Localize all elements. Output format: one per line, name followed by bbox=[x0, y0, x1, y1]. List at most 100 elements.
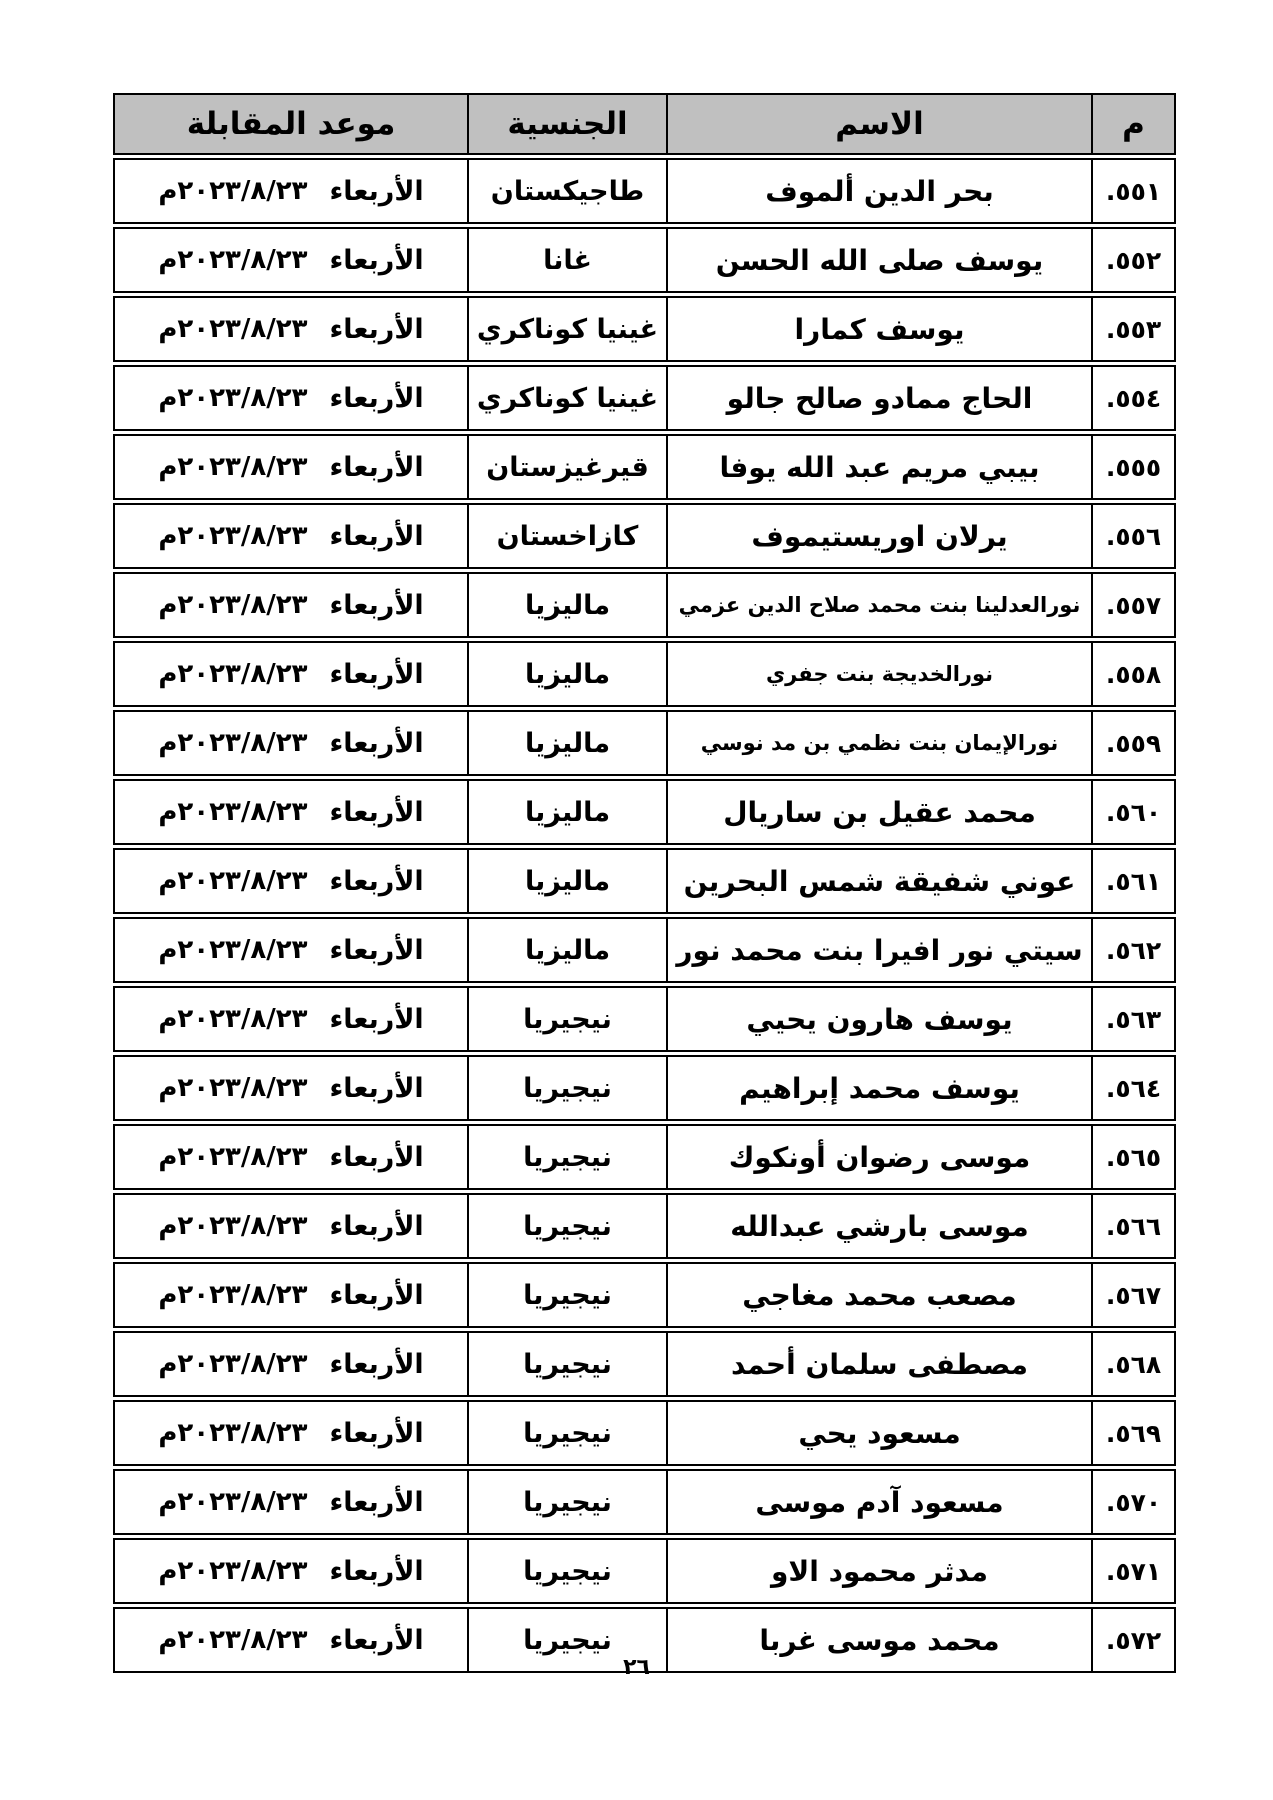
table-row: ٥٥٢. يوسف صلى الله الحسن غانا الأربعاء ٢… bbox=[113, 227, 1176, 293]
applicant-name-cell: محمد عقيل بن ساريال bbox=[668, 779, 1093, 845]
applicant-name-cell: عوني شفيقة شمس البحرين bbox=[668, 848, 1093, 914]
nationality-cell: غانا bbox=[469, 227, 668, 293]
weekday-label: الأربعاء bbox=[329, 520, 424, 552]
weekday-label: الأربعاء bbox=[329, 1417, 424, 1449]
date-value: ٢٠٢٣/٨/٢٣م bbox=[158, 935, 308, 965]
weekday-label: الأربعاء bbox=[329, 589, 424, 621]
nationality-cell: نيجيريا bbox=[469, 1331, 668, 1397]
nationality-cell: ماليزيا bbox=[469, 572, 668, 638]
interview-date-cell: الأربعاء ٢٠٢٣/٨/٢٣م bbox=[113, 227, 469, 293]
applicant-name-cell: يرلان اوريستيموف bbox=[668, 503, 1093, 569]
table-row: ٥٦٥. موسى رضوان أونكوك نيجيريا الأربعاء … bbox=[113, 1124, 1176, 1190]
interview-schedule-table: م الاسم الجنسية موعد المقابلة ٥٥١. بحر ا… bbox=[113, 90, 1176, 1676]
interview-date-cell: الأربعاء ٢٠٢٣/٨/٢٣م bbox=[113, 779, 469, 845]
weekday-label: الأربعاء bbox=[329, 934, 424, 966]
row-number-cell: ٥٥٤. bbox=[1093, 365, 1176, 431]
table-row: ٥٦٦. موسى بارشي عبدالله نيجيريا الأربعاء… bbox=[113, 1193, 1176, 1259]
interview-date-text: الأربعاء ٢٠٢٣/٨/٢٣م bbox=[121, 245, 461, 276]
interview-date-cell: الأربعاء ٢٠٢٣/٨/٢٣م bbox=[113, 1607, 469, 1673]
interview-date-text: الأربعاء ٢٠٢٣/٨/٢٣م bbox=[121, 797, 461, 828]
row-number-cell: ٥٦٧. bbox=[1093, 1262, 1176, 1328]
nationality-cell: نيجيريا bbox=[469, 1262, 668, 1328]
row-number-cell: ٥٥٢. bbox=[1093, 227, 1176, 293]
table-row: ٥٥٤. الحاج ممادو صالح جالو غينيا كوناكري… bbox=[113, 365, 1176, 431]
date-value: ٢٠٢٣/٨/٢٣م bbox=[158, 1625, 308, 1655]
date-value: ٢٠٢٣/٨/٢٣م bbox=[158, 1073, 308, 1103]
row-number-cell: ٥٦٤. bbox=[1093, 1055, 1176, 1121]
date-value: ٢٠٢٣/٨/٢٣م bbox=[158, 521, 308, 551]
weekday-label: الأربعاء bbox=[329, 1624, 424, 1656]
nationality-cell: قيرغيزستان bbox=[469, 434, 668, 500]
interview-date-text: الأربعاء ٢٠٢٣/٨/٢٣م bbox=[121, 590, 461, 621]
row-number-cell: ٥٥٥. bbox=[1093, 434, 1176, 500]
applicant-name-cell: موسى بارشي عبدالله bbox=[668, 1193, 1093, 1259]
nationality-cell: ماليزيا bbox=[469, 917, 668, 983]
weekday-label: الأربعاء bbox=[329, 1003, 424, 1035]
date-value: ٢٠٢٣/٨/٢٣م bbox=[158, 1487, 308, 1517]
date-value: ٢٠٢٣/٨/٢٣م bbox=[158, 452, 308, 482]
applicant-name-cell: مصعب محمد مغاجي bbox=[668, 1262, 1093, 1328]
nationality-cell: نيجيريا bbox=[469, 1124, 668, 1190]
weekday-label: الأربعاء bbox=[329, 1279, 424, 1311]
table-row: ٥٧١. مدثر محمود الاو نيجيريا الأربعاء ٢٠… bbox=[113, 1538, 1176, 1604]
interview-date-cell: الأربعاء ٢٠٢٣/٨/٢٣م bbox=[113, 1400, 469, 1466]
table-row: ٥٥٥. بيبي مريم عبد الله يوفا قيرغيزستان … bbox=[113, 434, 1176, 500]
interview-date-text: الأربعاء ٢٠٢٣/٨/٢٣م bbox=[121, 1625, 461, 1656]
table-row: ٥٦٤. يوسف محمد إبراهيم نيجيريا الأربعاء … bbox=[113, 1055, 1176, 1121]
interview-date-cell: الأربعاء ٢٠٢٣/٨/٢٣م bbox=[113, 365, 469, 431]
weekday-label: الأربعاء bbox=[329, 244, 424, 276]
nationality-cell: نيجيريا bbox=[469, 1538, 668, 1604]
interview-date-text: الأربعاء ٢٠٢٣/٨/٢٣م bbox=[121, 1073, 461, 1104]
nationality-cell: غينيا كوناكري bbox=[469, 365, 668, 431]
interview-date-text: الأربعاء ٢٠٢٣/٨/٢٣م bbox=[121, 383, 461, 414]
date-value: ٢٠٢٣/٨/٢٣م bbox=[158, 659, 308, 689]
weekday-label: الأربعاء bbox=[329, 658, 424, 690]
row-number-cell: ٥٧٢. bbox=[1093, 1607, 1176, 1673]
interview-date-cell: الأربعاء ٢٠٢٣/٨/٢٣م bbox=[113, 986, 469, 1052]
row-number-cell: ٥٥٣. bbox=[1093, 296, 1176, 362]
row-number-cell: ٥٦٢. bbox=[1093, 917, 1176, 983]
interview-date-text: الأربعاء ٢٠٢٣/٨/٢٣م bbox=[121, 521, 461, 552]
interview-date-cell: الأربعاء ٢٠٢٣/٨/٢٣م bbox=[113, 1055, 469, 1121]
applicant-name-cell: مسعود يحي bbox=[668, 1400, 1093, 1466]
table-row: ٥٦٧. مصعب محمد مغاجي نيجيريا الأربعاء ٢٠… bbox=[113, 1262, 1176, 1328]
date-value: ٢٠٢٣/٨/٢٣م bbox=[158, 1004, 308, 1034]
row-number-cell: ٥٦٨. bbox=[1093, 1331, 1176, 1397]
interview-date-text: الأربعاء ٢٠٢٣/٨/٢٣م bbox=[121, 1211, 461, 1242]
table-row: ٥٦١. عوني شفيقة شمس البحرين ماليزيا الأر… bbox=[113, 848, 1176, 914]
interview-date-text: الأربعاء ٢٠٢٣/٨/٢٣م bbox=[121, 728, 461, 759]
applicant-name-cell: يوسف هارون يحيي bbox=[668, 986, 1093, 1052]
weekday-label: الأربعاء bbox=[329, 727, 424, 759]
applicant-name-cell: نورالإيمان بنت نظمي بن مد نوسي bbox=[668, 710, 1093, 776]
row-number-cell: ٥٥٧. bbox=[1093, 572, 1176, 638]
weekday-label: الأربعاء bbox=[329, 382, 424, 414]
interview-date-text: الأربعاء ٢٠٢٣/٨/٢٣م bbox=[121, 1280, 461, 1311]
date-value: ٢٠٢٣/٨/٢٣م bbox=[158, 176, 308, 206]
nationality-cell: نيجيريا bbox=[469, 1607, 668, 1673]
table-row: ٥٥٧. نورالعدلينا بنت محمد صلاح الدين عزم… bbox=[113, 572, 1176, 638]
nationality-cell: طاجيكستان bbox=[469, 158, 668, 224]
interview-date-text: الأربعاء ٢٠٢٣/٨/٢٣م bbox=[121, 176, 461, 207]
table-row: ٥٦٨. مصطفى سلمان أحمد نيجيريا الأربعاء ٢… bbox=[113, 1331, 1176, 1397]
nationality-cell: نيجيريا bbox=[469, 1055, 668, 1121]
table-row: ٥٧٢. محمد موسى غربا نيجيريا الأربعاء ٢٠٢… bbox=[113, 1607, 1176, 1673]
interview-date-text: الأربعاء ٢٠٢٣/٨/٢٣م bbox=[121, 1418, 461, 1449]
page-number: ٢٦ bbox=[623, 1655, 650, 1680]
column-header-number: م bbox=[1093, 93, 1176, 155]
table-row: ٥٦٩. مسعود يحي نيجيريا الأربعاء ٢٠٢٣/٨/٢… bbox=[113, 1400, 1176, 1466]
date-value: ٢٠٢٣/٨/٢٣م bbox=[158, 590, 308, 620]
row-number-cell: ٥٧٠. bbox=[1093, 1469, 1176, 1535]
table-row: ٥٦٠. محمد عقيل بن ساريال ماليزيا الأربعا… bbox=[113, 779, 1176, 845]
date-value: ٢٠٢٣/٨/٢٣م bbox=[158, 383, 308, 413]
weekday-label: الأربعاء bbox=[329, 1555, 424, 1587]
weekday-label: الأربعاء bbox=[329, 1348, 424, 1380]
nationality-cell: ماليزيا bbox=[469, 779, 668, 845]
weekday-label: الأربعاء bbox=[329, 1210, 424, 1242]
nationality-cell: ماليزيا bbox=[469, 848, 668, 914]
interview-date-cell: الأربعاء ٢٠٢٣/٨/٢٣م bbox=[113, 710, 469, 776]
interview-date-text: الأربعاء ٢٠٢٣/٨/٢٣م bbox=[121, 866, 461, 897]
applicant-name-cell: موسى رضوان أونكوك bbox=[668, 1124, 1093, 1190]
interview-date-cell: الأربعاء ٢٠٢٣/٨/٢٣م bbox=[113, 641, 469, 707]
applicant-name-cell: محمد موسى غربا bbox=[668, 1607, 1093, 1673]
